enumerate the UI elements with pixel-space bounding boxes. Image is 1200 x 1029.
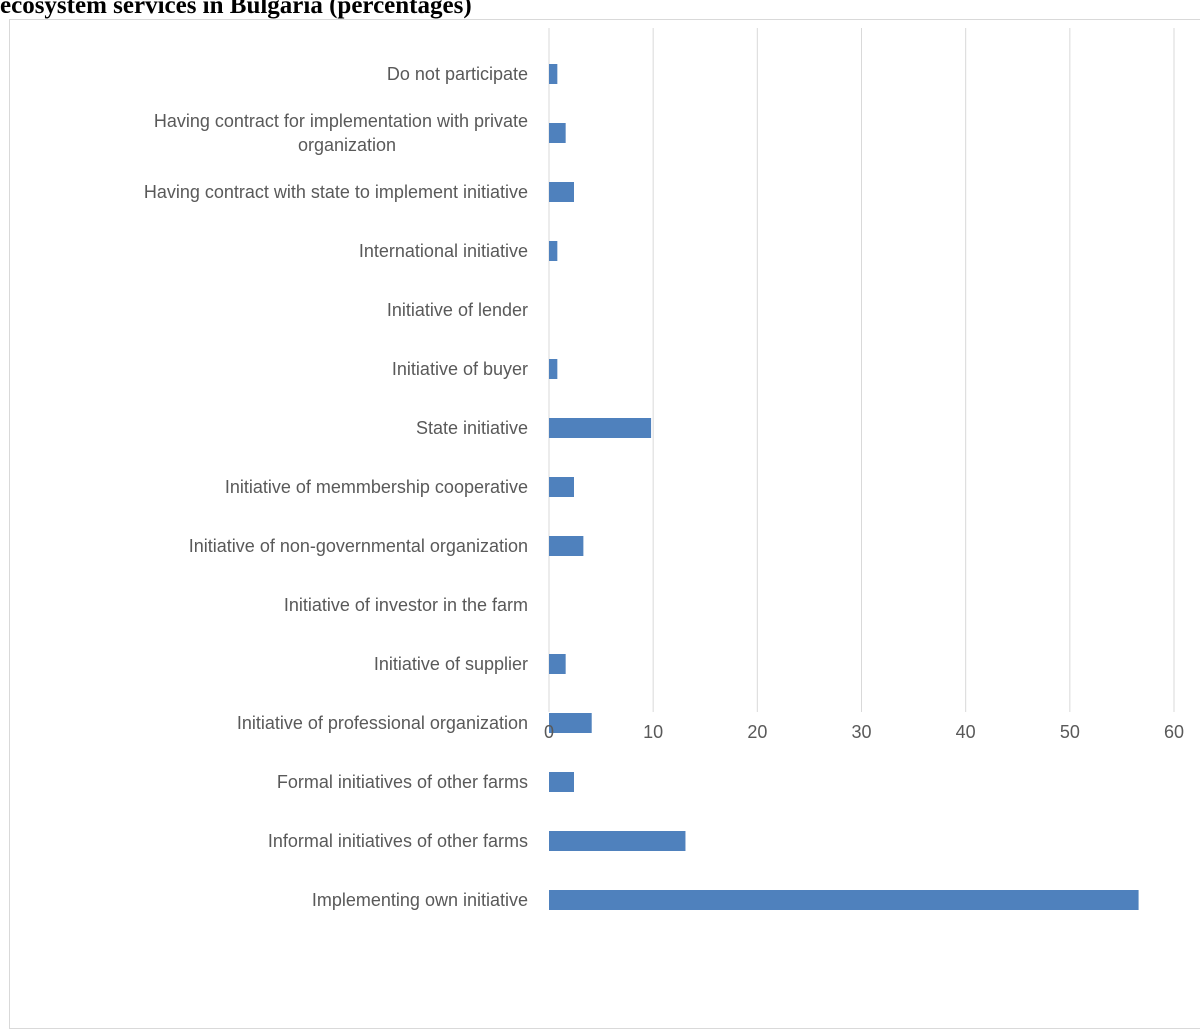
category-label-line: Initiative of investor in the farm xyxy=(284,595,528,615)
category-label: Initiative of investor in the farm xyxy=(284,595,528,615)
x-tick-label: 0 xyxy=(544,722,554,742)
category-label: Implementing own initiative xyxy=(312,890,528,910)
category-label: Initiative of lender xyxy=(387,300,528,320)
bars xyxy=(549,64,1139,910)
category-label-line: Formal initiatives of other farms xyxy=(277,772,528,792)
category-label-line: Having contract with state to implement … xyxy=(144,182,528,202)
category-label: Informal initiatives of other farms xyxy=(268,831,528,851)
category-label-line: Initiative of professional organization xyxy=(237,713,528,733)
category-label-line: Implementing own initiative xyxy=(312,890,528,910)
category-label: Initiative of supplier xyxy=(374,654,528,674)
category-label-line: Initiative of supplier xyxy=(374,654,528,674)
bar xyxy=(549,123,566,143)
category-label: Initiative of professional organization xyxy=(237,713,528,733)
bar xyxy=(549,536,584,556)
bar xyxy=(549,241,558,261)
gridlines xyxy=(548,28,1175,712)
bar xyxy=(549,713,592,733)
bar xyxy=(549,772,574,792)
category-label: Do not participate xyxy=(387,64,528,84)
bar xyxy=(549,418,652,438)
x-tick-label: 50 xyxy=(1060,722,1080,742)
document-title: ecosystem services in Bulgaria (percenta… xyxy=(0,0,472,19)
category-label-line: Do not participate xyxy=(387,64,528,84)
bar xyxy=(549,831,686,851)
category-labels: Do not participate Having contract for im… xyxy=(144,64,528,910)
category-label-line: Initiative of lender xyxy=(387,300,528,320)
category-label-line: Initiative of buyer xyxy=(392,359,528,379)
category-label-line: Informal initiatives of other farms xyxy=(268,831,528,851)
category-label-line: Having contract for implementation with … xyxy=(154,111,528,131)
category-label: Having contract with state to implement … xyxy=(144,182,528,202)
x-axis-tick-labels: 0 10 20 30 40 50 60 xyxy=(544,722,1184,742)
x-tick-label: 40 xyxy=(956,722,976,742)
category-label: Initiative of non-governmental organizat… xyxy=(189,536,528,556)
category-label: State initiative xyxy=(416,418,528,438)
chart-frame: Do not participate Having contract for im… xyxy=(9,19,1200,1029)
x-tick-label: 30 xyxy=(851,722,871,742)
category-label-line: Initiative of memmbership cooperative xyxy=(225,477,528,497)
bar-chart: Do not participate Having contract for im… xyxy=(144,28,1184,910)
category-label: Initiative of memmbership cooperative xyxy=(225,477,528,497)
bar xyxy=(549,890,1139,910)
x-tick-label: 20 xyxy=(747,722,767,742)
bar xyxy=(549,64,558,84)
x-tick-label: 60 xyxy=(1164,722,1184,742)
category-label-line: International initiative xyxy=(359,241,528,261)
bar xyxy=(549,182,574,202)
category-label-line: State initiative xyxy=(416,418,528,438)
category-label-line: organization xyxy=(298,135,396,155)
category-label: Having contract for implementation with … xyxy=(154,111,528,155)
x-tick-label: 10 xyxy=(643,722,663,742)
category-label: Initiative of buyer xyxy=(392,359,528,379)
category-label-line: Initiative of non-governmental organizat… xyxy=(189,536,528,556)
bar xyxy=(549,359,558,379)
bar xyxy=(549,477,574,497)
category-label: International initiative xyxy=(359,241,528,261)
category-label: Formal initiatives of other farms xyxy=(277,772,528,792)
bar xyxy=(549,654,566,674)
